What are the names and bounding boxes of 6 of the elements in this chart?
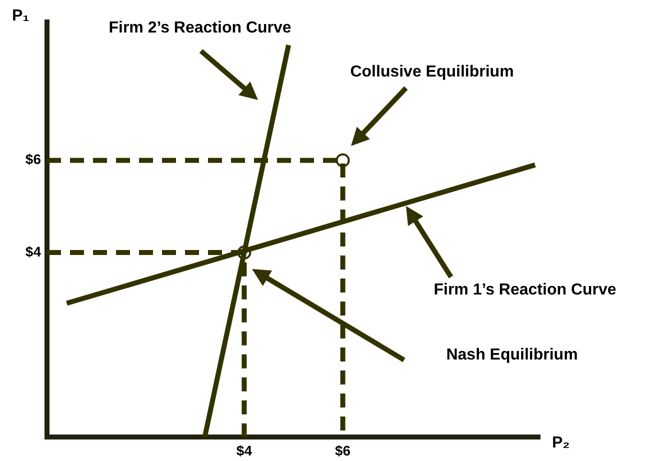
annotation: Nash Equilibrium: [446, 346, 578, 364]
annotation: Firm 1’s Reaction Curve: [434, 281, 616, 298]
y-axis-title: P₁: [12, 7, 30, 24]
annotation: Firm 2’s Reaction Curve: [108, 19, 292, 36]
annotation: Collusive Equilibrium: [350, 63, 514, 80]
x-axis-title: P₂: [552, 434, 570, 452]
